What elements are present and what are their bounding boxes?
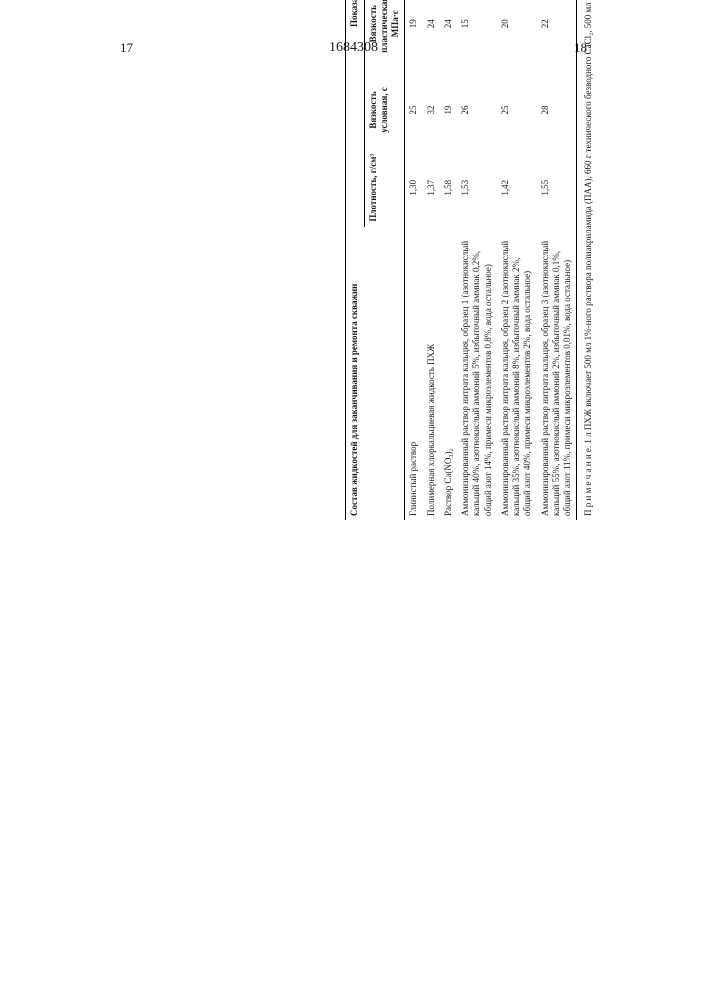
cell-value: 32 — [423, 71, 440, 149]
table-row: Аммонизированный раствор нитрата кальция… — [497, 0, 537, 520]
cell-value: 25 — [497, 71, 537, 149]
table-caption: Т а б л и ц а 3 — [330, 0, 341, 520]
cell-description: Аммонизированный раствор нитрата кальция… — [497, 227, 537, 520]
col-head-viscosity-cond: Вязкость условная, с — [364, 71, 405, 149]
table-row: Глинистый раствор1,30251910–10 — [405, 0, 423, 520]
cell-value: 1,58 — [440, 149, 457, 227]
cell-value: 1,30 — [405, 149, 423, 227]
cell-value: 15 — [457, 0, 497, 71]
table-row: Полимерная хлоркальциевая жидкость ПХЖ1,… — [423, 0, 440, 520]
table-body: Глинистый раствор1,30251910–10Полимерная… — [405, 0, 577, 520]
cell-value: 1,37 — [423, 149, 440, 227]
table-row: Аммонизированный раствор нитрата кальция… — [457, 0, 497, 520]
table-row: Аммонизированный раствор нитрата кальция… — [537, 0, 577, 520]
properties-table: Состав жидкостей для заканчивания и ремо… — [345, 0, 597, 520]
cell-value: 1,53 — [457, 149, 497, 227]
col-head-group: Показатели свойств жидкостей — [346, 0, 364, 227]
cell-description: Глинистый раствор — [405, 227, 423, 520]
cell-description: Аммонизированный раствор нитрата кальция… — [457, 227, 497, 520]
table-row: Раствор Ca(NO₃)₂1,58192465,6040 см³ за 3… — [440, 0, 457, 520]
cell-value: 19 — [405, 0, 423, 71]
table-3-container: Т а б л и ц а 3 Состав жидкостей для зак… — [330, 0, 598, 520]
cell-description: Аммонизированный раствор нитрата кальция… — [537, 227, 577, 520]
cell-value: 24 — [423, 0, 440, 71]
cell-value: 1,55 — [537, 149, 577, 227]
col-head-viscosity-plast: Вязкость пластическая, МПа·с — [364, 0, 405, 71]
cell-value: 26 — [457, 71, 497, 149]
cell-value: 22 — [537, 0, 577, 71]
col-head-description: Состав жидкостей для заканчивания и ремо… — [346, 227, 405, 520]
cell-value: 28 — [537, 71, 577, 149]
cell-value: 1,42 — [497, 149, 537, 227]
cell-value: 20 — [497, 0, 537, 71]
cell-description: Полимерная хлоркальциевая жидкость ПХЖ — [423, 227, 440, 520]
cell-value: 25 — [405, 71, 423, 149]
cell-value: 19 — [440, 71, 457, 149]
cell-value: 24 — [440, 0, 457, 71]
table-footnote: П р и м е ч а н и е. 1 л ПХЖ включает 50… — [577, 0, 598, 520]
col-head-density: Плотность, г/см³ — [364, 149, 405, 227]
cell-description: Раствор Ca(NO₃)₂ — [440, 227, 457, 520]
